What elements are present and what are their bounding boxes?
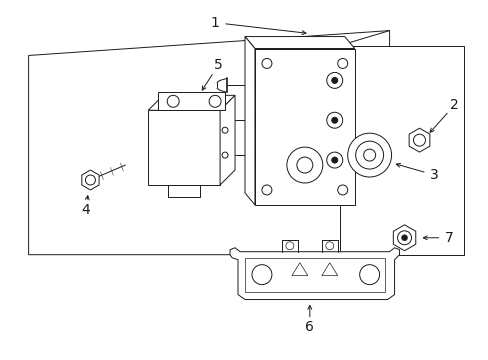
Polygon shape (148, 95, 235, 110)
Circle shape (331, 77, 337, 84)
Polygon shape (29, 31, 389, 255)
Circle shape (401, 235, 407, 241)
Circle shape (331, 117, 337, 123)
Polygon shape (254, 49, 354, 205)
Polygon shape (244, 37, 354, 49)
Polygon shape (229, 248, 399, 300)
Polygon shape (158, 92, 224, 110)
Polygon shape (81, 170, 99, 190)
Polygon shape (244, 37, 254, 205)
Polygon shape (339, 45, 464, 255)
Text: 6: 6 (305, 320, 314, 334)
Circle shape (347, 133, 391, 177)
Text: 2: 2 (449, 98, 458, 112)
Text: 7: 7 (444, 231, 453, 245)
Text: 5: 5 (213, 58, 222, 72)
Polygon shape (148, 110, 220, 185)
Text: 4: 4 (81, 203, 90, 217)
Polygon shape (408, 128, 429, 152)
Polygon shape (392, 225, 415, 251)
Text: 3: 3 (429, 168, 438, 182)
Circle shape (331, 157, 337, 163)
Text: 1: 1 (210, 15, 219, 30)
Circle shape (355, 141, 383, 169)
Polygon shape (168, 185, 200, 197)
Polygon shape (220, 95, 235, 185)
